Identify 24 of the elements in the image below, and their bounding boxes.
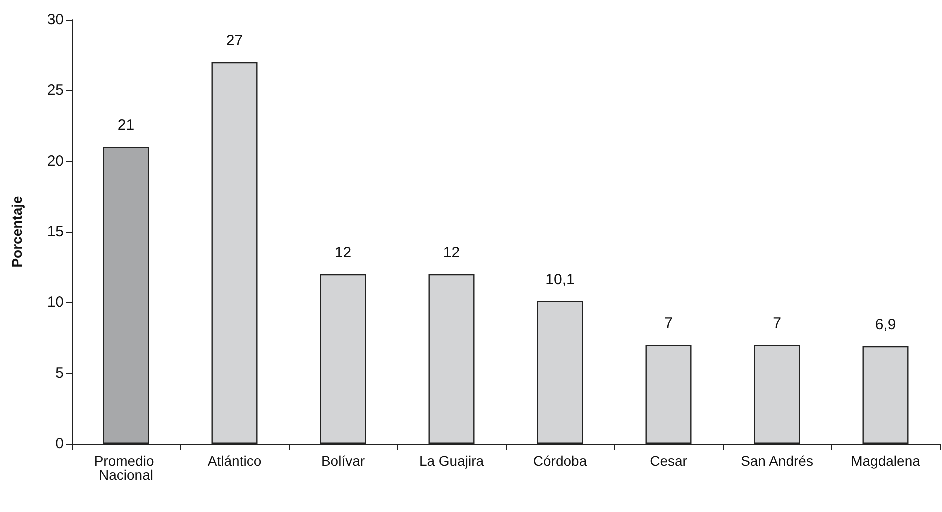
x-tick-label: Bolívar: [321, 453, 366, 469]
x-tick-label: Cesar: [650, 453, 688, 469]
data-label: 7: [664, 315, 673, 332]
data-label: 12: [443, 244, 460, 262]
y-tick-label: 25: [47, 82, 64, 100]
x-tick-label: La Guajira: [419, 453, 484, 469]
y-tick-label: 5: [56, 364, 64, 382]
data-label: 12: [334, 244, 352, 262]
data-label: 10,1: [546, 271, 575, 288]
y-tick-label: 20: [47, 152, 64, 170]
x-tick-label: Atlántico: [208, 453, 262, 469]
data-label: 7: [773, 315, 782, 332]
x-tick-label: Magdalena: [851, 453, 921, 469]
y-tick-label: 10: [47, 294, 64, 312]
data-label: 21: [118, 117, 135, 134]
x-tick-label: Promedio Nacional: [94, 453, 158, 483]
x-tick-label: San Andrés: [741, 453, 814, 469]
data-label: 6,9: [875, 316, 896, 334]
y-tick-label: 0: [56, 436, 64, 452]
y-tick-label: 15: [47, 224, 64, 240]
data-label: 27: [226, 32, 244, 50]
y-axis-title: Porcentaje: [9, 196, 25, 268]
y-tick-label: 30: [47, 12, 64, 28]
x-tick-label: Córdoba: [533, 453, 588, 469]
